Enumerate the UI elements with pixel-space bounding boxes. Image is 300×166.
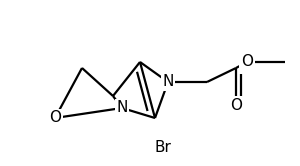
Text: Br: Br xyxy=(154,140,171,156)
Text: O: O xyxy=(241,54,253,70)
Text: N: N xyxy=(162,75,174,89)
Text: N: N xyxy=(116,100,128,116)
Text: O: O xyxy=(49,111,61,125)
Text: O: O xyxy=(230,97,242,113)
